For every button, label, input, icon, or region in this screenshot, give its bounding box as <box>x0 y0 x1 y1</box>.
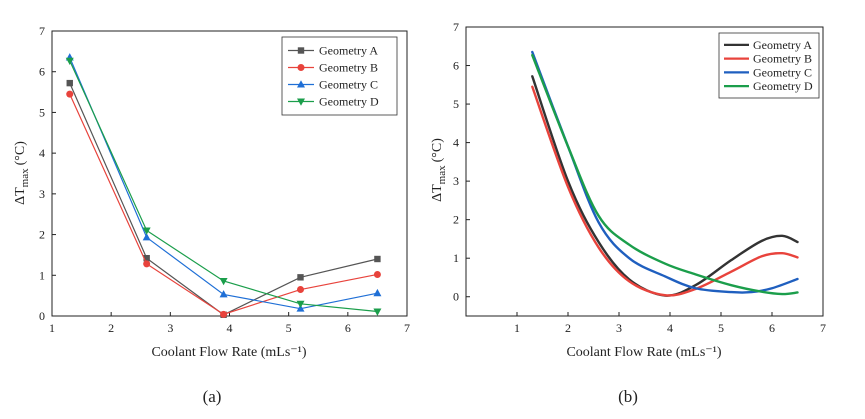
y-tick-label: 6 <box>39 65 45 79</box>
x-tick-label: 7 <box>820 321 826 335</box>
marker-triangle-up <box>219 290 228 298</box>
legend-item: Geometry C <box>288 78 378 92</box>
marker-triangle-down <box>373 308 382 316</box>
y-tick-label: 1 <box>453 251 459 265</box>
x-tick-label: 3 <box>167 321 173 335</box>
series-line <box>531 53 799 296</box>
panel-label: (b) <box>618 387 638 406</box>
marker-square <box>297 274 304 281</box>
series-geometry-d <box>531 53 799 296</box>
x-tick-label: 6 <box>345 321 351 335</box>
y-axis-label-unit: (°C) <box>13 141 28 166</box>
legend-label: Geometry B <box>319 61 378 75</box>
panel-label: (a) <box>203 387 222 406</box>
legend-label: Geometry A <box>753 38 812 52</box>
y-tick-label: 7 <box>453 20 459 34</box>
y-tick-label: 5 <box>39 105 45 119</box>
series-geometry-d <box>65 57 382 316</box>
marker-triangle-down <box>296 300 305 309</box>
marker-square <box>66 79 73 87</box>
legend-label: Geometry A <box>319 44 378 58</box>
legend-label: Geometry C <box>319 78 378 92</box>
x-tick-label: 3 <box>616 321 622 335</box>
y-axis-label-unit: (°C) <box>430 138 445 163</box>
marker-square <box>297 47 305 54</box>
marker-triangle-up <box>142 233 151 241</box>
legend-label: Geometry C <box>753 65 812 79</box>
y-tick-label: 6 <box>453 59 459 73</box>
x-tick-label: 4 <box>667 321 673 335</box>
series-geometry-b <box>66 90 381 318</box>
marker-triangle-down <box>142 227 151 235</box>
marker-square <box>374 255 381 263</box>
y-tick-label: 4 <box>39 146 45 160</box>
y-tick-label: 5 <box>453 97 459 111</box>
legend-item: Geometry B <box>724 52 812 66</box>
x-tick-label: 1 <box>49 321 55 335</box>
legend-label: Geometry D <box>753 79 813 93</box>
marker-triangle-down <box>219 277 228 286</box>
y-tick-label: 4 <box>453 136 459 150</box>
marker-circle <box>373 270 381 278</box>
marker-triangle-up <box>373 288 382 297</box>
marker-circle <box>297 64 305 71</box>
x-tick-label: 2 <box>565 321 571 335</box>
marker-circle <box>297 286 304 294</box>
marker-circle <box>143 260 151 268</box>
legend-item: Geometry D <box>724 79 813 93</box>
legend-item: Geometry A <box>288 44 378 58</box>
plot-frame <box>465 26 824 317</box>
chart-panel-2: 1 2 3 4 5 6 7 0 1 2 3 4 5 6 7 Coolant Flow Rate (mLs⁻¹)… <box>430 20 826 406</box>
y-axis-label-main: ΔT <box>13 187 28 205</box>
y-tick-label: 7 <box>39 24 45 38</box>
legend-item: Geometry B <box>288 61 378 75</box>
series-geometry-b <box>531 85 799 297</box>
x-tick-label: 4 <box>227 321 233 335</box>
x-tick-label: 5 <box>718 321 724 335</box>
x-tick-label: 7 <box>404 321 410 335</box>
marker-triangle-down <box>297 98 305 106</box>
x-axis-label: Coolant Flow Rate (mLs⁻¹) <box>151 345 306 360</box>
legend-item: Geometry C <box>724 65 812 79</box>
y-tick-label: 2 <box>39 228 45 242</box>
x-axis-label: Coolant Flow Rate (mLs⁻¹) <box>566 345 721 360</box>
y-tick-label: 0 <box>453 290 459 304</box>
marker-circle <box>66 90 74 98</box>
y-axis-label-main: ΔT <box>430 184 445 202</box>
y-axis-label: ΔTmax (°C) <box>13 141 31 205</box>
y-tick-label: 3 <box>39 187 45 201</box>
series-line <box>531 85 799 297</box>
legend-label: Geometry D <box>319 95 379 109</box>
marker-circle <box>220 310 228 318</box>
marker-triangle-up <box>297 80 305 88</box>
y-tick-label: 2 <box>453 213 459 227</box>
marker-triangle-down <box>65 57 74 66</box>
marker-square <box>143 254 150 262</box>
x-tick-label: 2 <box>108 321 114 335</box>
x-tick-label: 5 <box>286 321 292 335</box>
x-tick-label: 1 <box>514 321 520 335</box>
y-axis-label-subscript: max <box>19 168 31 187</box>
x-tick-label: 6 <box>769 321 775 335</box>
legend: Geometry A Geometry B Geometry C Geometry D <box>281 36 398 116</box>
legend-label: Geometry B <box>753 52 812 66</box>
y-axis-label: ΔTmax (°C) <box>430 138 448 202</box>
legend-item: Geometry A <box>724 38 812 52</box>
y-tick-label: 0 <box>39 309 45 323</box>
y-tick-label: 3 <box>453 174 459 188</box>
y-tick-label: 1 <box>39 268 45 282</box>
y-axis-label-subscript: max <box>436 165 448 184</box>
legend-item: Geometry D <box>288 95 379 109</box>
